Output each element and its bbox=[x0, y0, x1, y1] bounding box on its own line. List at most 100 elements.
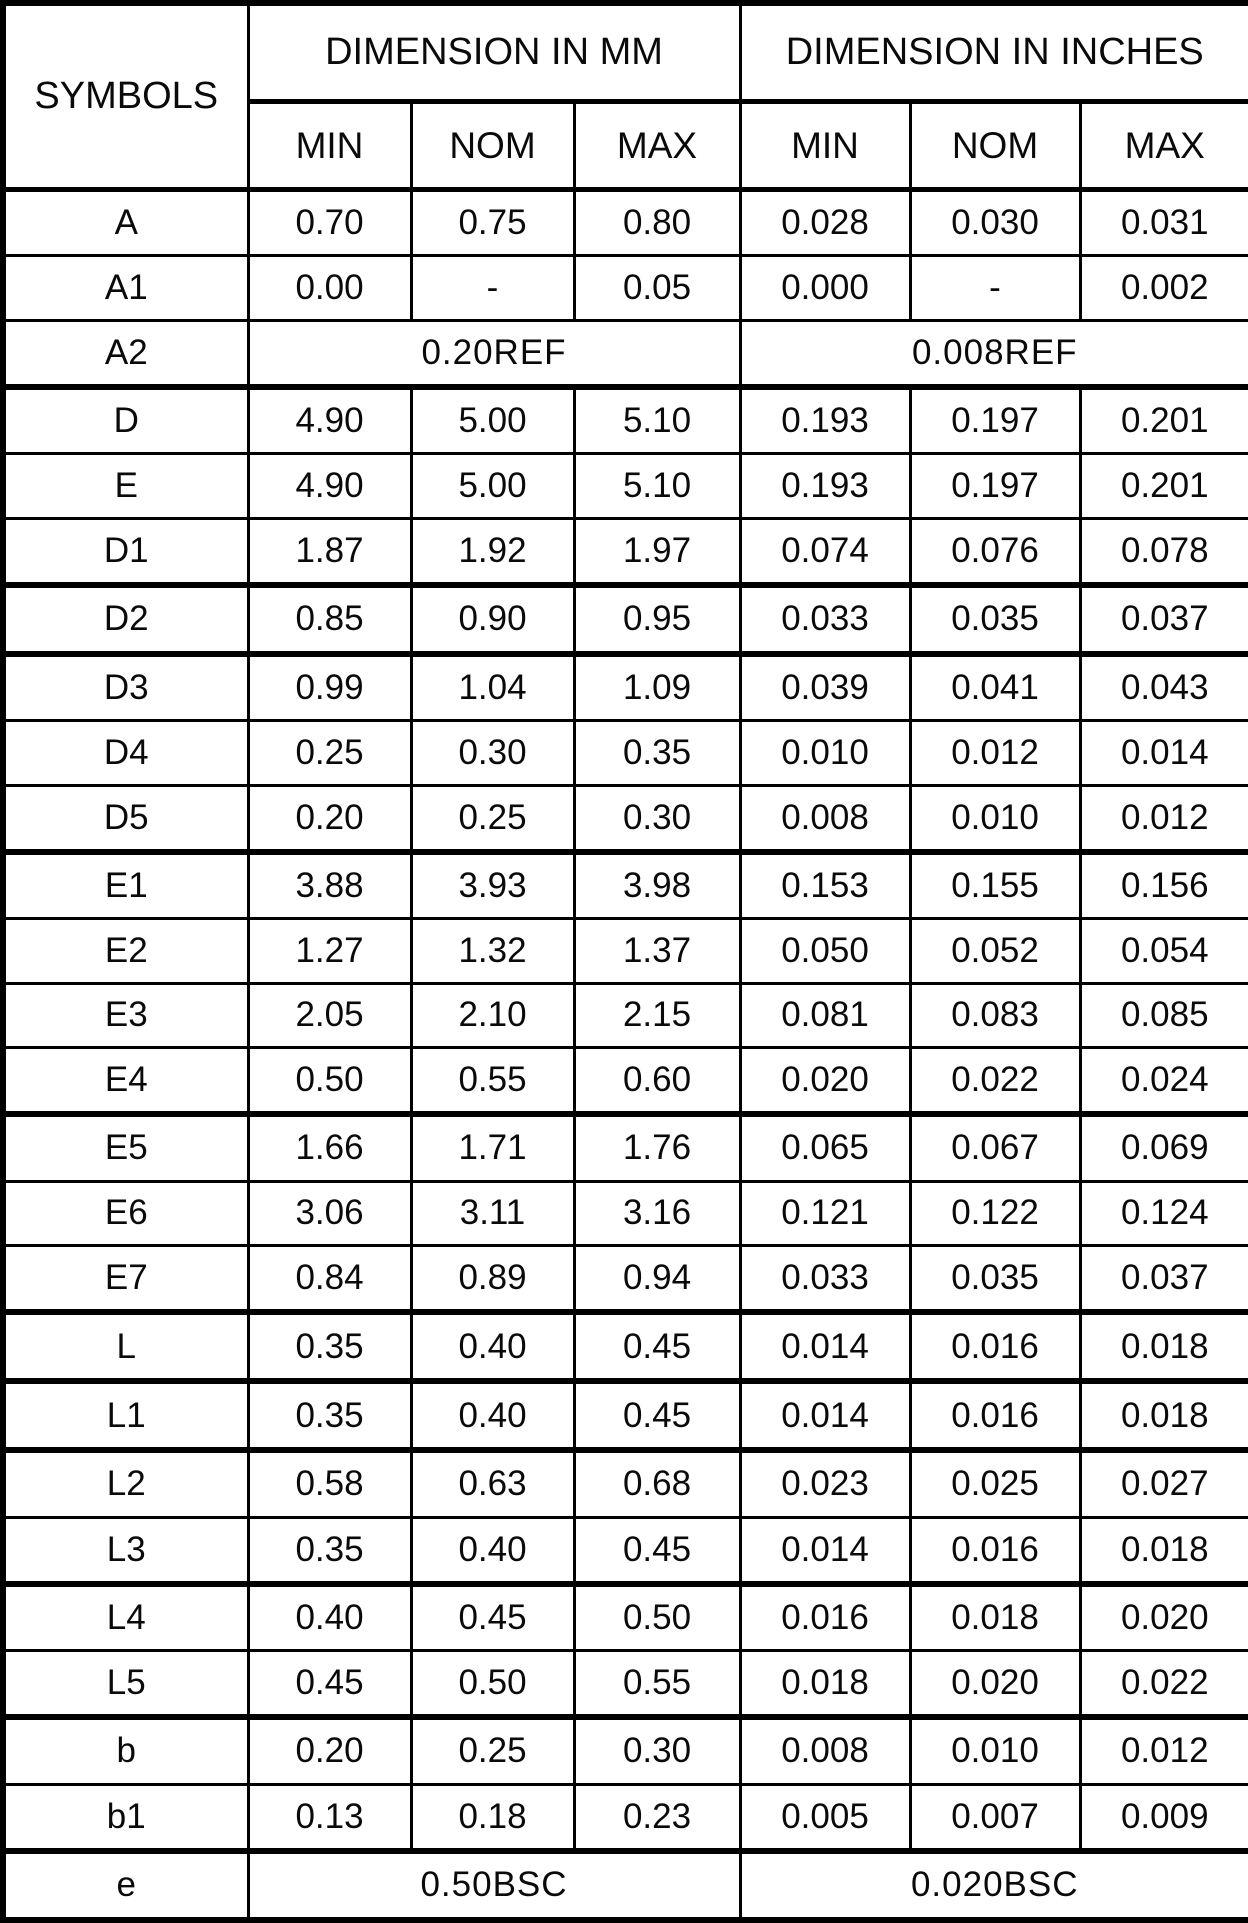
table-header: SYMBOLS DIMENSION IN MM DIMENSION IN INC… bbox=[1, 1, 1248, 192]
table-row: E2 1.27 1.32 1.37 0.050 0.052 0.054 bbox=[1, 917, 1248, 985]
mm-min-cell: 4.90 bbox=[246, 385, 413, 455]
mm-nom-cell: 0.18 bbox=[409, 1782, 576, 1854]
mm-max-cell: 0.50 bbox=[572, 1582, 742, 1652]
table-row: A2 0.20REF 0.008REF bbox=[1, 318, 1248, 390]
symbol-cell: E4 bbox=[1, 1046, 250, 1118]
inches-min-cell: 0.008 bbox=[738, 1715, 912, 1786]
inches-max-cell: 0.014 bbox=[1078, 719, 1248, 787]
table-row: D3 0.99 1.04 1.09 0.039 0.041 0.043 bbox=[1, 652, 1248, 722]
table-row: A 0.70 0.75 0.80 0.028 0.030 0.031 bbox=[1, 188, 1248, 257]
inches-min-cell: 0.020 bbox=[738, 1046, 912, 1118]
inches-min-cell: 0.005 bbox=[738, 1782, 912, 1854]
table-row: E7 0.84 0.89 0.94 0.033 0.035 0.037 bbox=[1, 1244, 1248, 1316]
inches-min-cell: 0.010 bbox=[738, 719, 912, 787]
inches-max-cell: 0.156 bbox=[1078, 850, 1248, 920]
table-row: D4 0.25 0.30 0.35 0.010 0.012 0.014 bbox=[1, 719, 1248, 787]
mm-min-cell: 0.70 bbox=[246, 188, 413, 257]
mm-min-cell: 0.35 bbox=[246, 1310, 413, 1385]
mm-max-cell: 0.30 bbox=[572, 783, 742, 855]
symbol-cell: E3 bbox=[1, 981, 250, 1049]
mm-max-cell: 3.16 bbox=[572, 1179, 742, 1247]
mm-max-cell: 0.05 bbox=[572, 254, 742, 322]
mm-nom-cell: 1.04 bbox=[409, 652, 576, 722]
symbol-cell: A1 bbox=[1, 254, 250, 322]
inches-min-cell: 0.193 bbox=[738, 452, 912, 520]
mm-min-cell: 0.99 bbox=[246, 652, 413, 722]
subheader-inches-nom: NOM bbox=[908, 100, 1082, 192]
inches-min-cell: 0.000 bbox=[738, 254, 912, 322]
inches-nom-cell: - bbox=[908, 254, 1082, 322]
symbol-cell: D3 bbox=[1, 652, 250, 722]
inches-min-cell: 0.074 bbox=[738, 516, 912, 588]
inches-nom-cell: 0.018 bbox=[908, 1582, 1082, 1652]
mm-min-cell: 0.40 bbox=[246, 1582, 413, 1652]
mm-max-cell: 0.55 bbox=[572, 1649, 742, 1721]
symbol-cell: A bbox=[1, 188, 250, 257]
inches-nom-cell: 0.035 bbox=[908, 583, 1082, 657]
inches-nom-cell: 0.012 bbox=[908, 719, 1082, 787]
symbol-cell: E1 bbox=[1, 850, 250, 920]
inches-max-cell: 0.018 bbox=[1078, 1515, 1248, 1587]
mm-max-cell: 0.45 bbox=[572, 1310, 742, 1385]
inches-nom-cell: 0.007 bbox=[908, 1782, 1082, 1854]
mm-nom-cell: 0.50 bbox=[409, 1649, 576, 1721]
mm-min-cell: 0.45 bbox=[246, 1649, 413, 1721]
mm-nom-cell: 0.25 bbox=[409, 1715, 576, 1786]
subheader-inches-max: MAX bbox=[1078, 100, 1248, 192]
mm-max-cell: 0.30 bbox=[572, 1715, 742, 1786]
table-row: E3 2.05 2.10 2.15 0.081 0.083 0.085 bbox=[1, 981, 1248, 1049]
inches-nom-cell: 0.010 bbox=[908, 1715, 1082, 1786]
inches-min-cell: 0.016 bbox=[738, 1582, 912, 1652]
table-row: E4 0.50 0.55 0.60 0.020 0.022 0.024 bbox=[1, 1046, 1248, 1118]
mm-min-cell: 0.50 bbox=[246, 1046, 413, 1118]
mm-max-cell: 0.94 bbox=[572, 1244, 742, 1316]
table-row: E5 1.66 1.71 1.76 0.065 0.067 0.069 bbox=[1, 1112, 1248, 1183]
table-row: D5 0.20 0.25 0.30 0.008 0.010 0.012 bbox=[1, 783, 1248, 855]
inches-min-cell: 0.039 bbox=[738, 652, 912, 722]
mm-min-cell: 0.84 bbox=[246, 1244, 413, 1316]
table-row: D 4.90 5.00 5.10 0.193 0.197 0.201 bbox=[1, 385, 1248, 455]
mm-nom-cell: 5.00 bbox=[409, 452, 576, 520]
inches-min-cell: 0.081 bbox=[738, 981, 912, 1049]
inches-max-cell: 0.027 bbox=[1078, 1448, 1248, 1519]
inches-max-cell: 0.012 bbox=[1078, 783, 1248, 855]
subheader-mm-min: MIN bbox=[246, 100, 413, 192]
mm-min-cell: 1.27 bbox=[246, 917, 413, 985]
symbol-cell: E2 bbox=[1, 917, 250, 985]
symbol-cell: D5 bbox=[1, 783, 250, 855]
mm-nom-cell: 0.40 bbox=[409, 1379, 576, 1454]
inches-max-cell: 0.043 bbox=[1078, 652, 1248, 722]
mm-min-cell: 3.88 bbox=[246, 850, 413, 920]
table-row: E 4.90 5.00 5.10 0.193 0.197 0.201 bbox=[1, 452, 1248, 520]
inches-max-cell: 0.201 bbox=[1078, 452, 1248, 520]
mm-max-cell: 0.60 bbox=[572, 1046, 742, 1118]
symbols-column-header: SYMBOLS bbox=[1, 1, 250, 192]
inches-nom-cell: 0.155 bbox=[908, 850, 1082, 920]
mm-nom-cell: 1.92 bbox=[409, 516, 576, 588]
inches-nom-cell: 0.010 bbox=[908, 783, 1082, 855]
mm-nom-cell: 1.32 bbox=[409, 917, 576, 985]
inches-nom-cell: 0.197 bbox=[908, 452, 1082, 520]
mm-nom-cell: 1.71 bbox=[409, 1112, 576, 1183]
inches-min-cell: 0.033 bbox=[738, 1244, 912, 1316]
inches-nom-cell: 0.016 bbox=[908, 1310, 1082, 1385]
mm-min-cell: 0.00 bbox=[246, 254, 413, 322]
mm-max-cell: 1.09 bbox=[572, 652, 742, 722]
table-row: D1 1.87 1.92 1.97 0.074 0.076 0.078 bbox=[1, 516, 1248, 588]
table-row: D2 0.85 0.90 0.95 0.033 0.035 0.037 bbox=[1, 583, 1248, 657]
mm-nom-cell: 5.00 bbox=[409, 385, 576, 455]
symbol-cell: L2 bbox=[1, 1448, 250, 1519]
inches-min-cell: 0.121 bbox=[738, 1179, 912, 1247]
mm-max-cell: 1.76 bbox=[572, 1112, 742, 1183]
mm-nom-cell: 0.55 bbox=[409, 1046, 576, 1118]
mm-nom-cell: 0.40 bbox=[409, 1515, 576, 1587]
mm-min-cell: 0.85 bbox=[246, 583, 413, 657]
inches-max-cell: 0.012 bbox=[1078, 1715, 1248, 1786]
inches-max-cell: 0.201 bbox=[1078, 385, 1248, 455]
inches-span-cell: 0.020BSC bbox=[738, 1849, 1248, 1922]
symbol-cell: L4 bbox=[1, 1582, 250, 1652]
inches-span-cell: 0.008REF bbox=[738, 318, 1248, 390]
subheader-mm-max: MAX bbox=[572, 100, 742, 192]
mm-max-cell: 0.23 bbox=[572, 1782, 742, 1854]
